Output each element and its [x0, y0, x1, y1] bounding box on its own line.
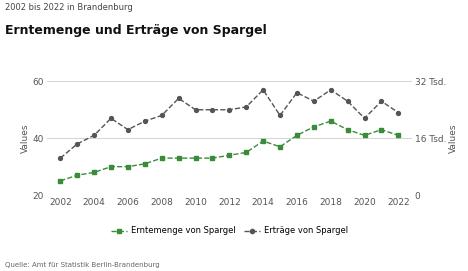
Text: 2002 bis 2022 in Brandenburg: 2002 bis 2022 in Brandenburg — [5, 3, 132, 12]
Erträge von Spargel — [345, 100, 351, 103]
Y-axis label: Values: Values — [21, 124, 30, 153]
Erntemenge von Spargel — [311, 125, 317, 128]
Erntemenge von Spargel — [395, 134, 401, 137]
Erntemenge von Spargel — [159, 157, 165, 160]
Erträge von Spargel — [142, 120, 147, 123]
Y-axis label: Values: Values — [449, 124, 458, 153]
Erntemenge von Spargel — [362, 134, 367, 137]
Text: Erntemenge und Erträge von Spargel: Erntemenge und Erträge von Spargel — [5, 24, 266, 37]
Erntemenge von Spargel — [58, 179, 63, 183]
Erntemenge von Spargel — [328, 120, 334, 123]
Erntemenge von Spargel — [345, 128, 351, 131]
Erträge von Spargel — [74, 142, 80, 146]
Erträge von Spargel — [125, 128, 131, 131]
Erntemenge von Spargel — [227, 154, 232, 157]
Erntemenge von Spargel — [193, 157, 198, 160]
Erträge von Spargel — [379, 100, 384, 103]
Erntemenge von Spargel — [277, 145, 283, 149]
Erntemenge von Spargel — [74, 173, 80, 177]
Erntemenge von Spargel — [142, 162, 147, 165]
Erträge von Spargel — [91, 134, 97, 137]
Erträge von Spargel — [277, 114, 283, 117]
Erntemenge von Spargel — [176, 157, 182, 160]
Erträge von Spargel — [58, 157, 63, 160]
Line: Erntemenge von Spargel: Erntemenge von Spargel — [58, 119, 400, 183]
Legend: Erntemenge von Spargel, Erträge von Spargel: Erntemenge von Spargel, Erträge von Spar… — [107, 223, 351, 239]
Erträge von Spargel — [395, 111, 401, 114]
Erträge von Spargel — [362, 117, 367, 120]
Erntemenge von Spargel — [294, 134, 300, 137]
Erntemenge von Spargel — [379, 128, 384, 131]
Erträge von Spargel — [294, 91, 300, 94]
Erträge von Spargel — [108, 117, 114, 120]
Erträge von Spargel — [260, 88, 266, 92]
Erträge von Spargel — [311, 100, 317, 103]
Erntemenge von Spargel — [125, 165, 131, 168]
Erntemenge von Spargel — [108, 165, 114, 168]
Erntemenge von Spargel — [210, 157, 215, 160]
Erntemenge von Spargel — [91, 171, 97, 174]
Erträge von Spargel — [210, 108, 215, 111]
Text: Quelle: Amt für Statistik Berlin-Brandenburg: Quelle: Amt für Statistik Berlin-Branden… — [5, 262, 159, 268]
Erträge von Spargel — [193, 108, 198, 111]
Line: Erträge von Spargel: Erträge von Spargel — [58, 88, 400, 160]
Erträge von Spargel — [176, 97, 182, 100]
Erträge von Spargel — [227, 108, 232, 111]
Erntemenge von Spargel — [260, 139, 266, 143]
Erntemenge von Spargel — [243, 151, 249, 154]
Erträge von Spargel — [328, 88, 334, 92]
Erträge von Spargel — [159, 114, 165, 117]
Erträge von Spargel — [243, 105, 249, 109]
